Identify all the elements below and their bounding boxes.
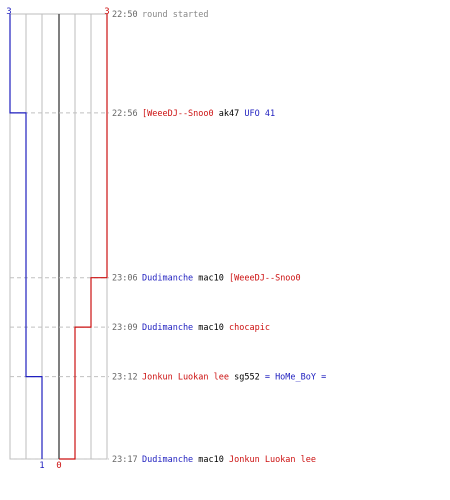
event-time: 23:06 <box>112 274 138 284</box>
player-counts: 3 3 1 0 <box>6 7 109 471</box>
event-message-part: Jonkun Luokan lee <box>142 373 229 383</box>
red-start-count: 3 <box>104 7 109 17</box>
event-message: Dudimanche mac10 [WeeeDJ--Snoo0 <box>142 274 301 284</box>
event-message-part: chocapic <box>229 323 270 333</box>
event-message-part: mac10 <box>193 274 229 284</box>
blue-end-count: 1 <box>39 461 44 471</box>
blue-start-count: 3 <box>6 7 11 17</box>
grid-layer <box>9 13 109 460</box>
event-message-part: mac10 <box>193 323 229 333</box>
blue-team-line <box>9 14 43 459</box>
event-message: Jonkun Luokan lee sg552 = HoMe_BoY = <box>142 373 326 383</box>
event-message: [WeeeDJ--Snoo0 ak47 UFO 41 <box>142 109 275 119</box>
event-message-part: = HoMe_BoY = <box>265 373 326 383</box>
event-log: 22:50 round started 22:56 [WeeeDJ--Snoo0 ak… <box>112 10 326 465</box>
event-message: round started <box>142 10 209 20</box>
event-time: 22:50 <box>112 10 138 20</box>
red-end-count: 0 <box>56 461 61 471</box>
event-message-part: mac10 <box>193 455 229 465</box>
event-message-part: sg552 <box>229 373 265 383</box>
event-message: Dudimanche mac10 Jonkun Luokan lee <box>142 455 316 465</box>
event-message-part: Dudimanche <box>142 274 193 284</box>
score-lines <box>9 14 108 460</box>
red-team-line <box>59 14 108 460</box>
event-message-part: Jonkun Luokan lee <box>229 455 316 465</box>
event-time: 23:17 <box>112 455 138 465</box>
event-message-part: ak47 <box>214 109 245 119</box>
event-time: 23:12 <box>112 373 138 383</box>
event-message-part: [WeeeDJ--Snoo0 <box>142 109 214 119</box>
event-message-part: Dudimanche <box>142 455 193 465</box>
event-message: Dudimanche mac10 chocapic <box>142 323 270 333</box>
event-message-part: Dudimanche <box>142 323 193 333</box>
event-message-part: UFO 41 <box>244 109 275 119</box>
event-message-part: [WeeeDJ--Snoo0 <box>229 274 301 284</box>
event-time: 23:09 <box>112 323 138 333</box>
event-time: 22:56 <box>112 109 138 119</box>
event-message-part: round started <box>142 10 209 20</box>
